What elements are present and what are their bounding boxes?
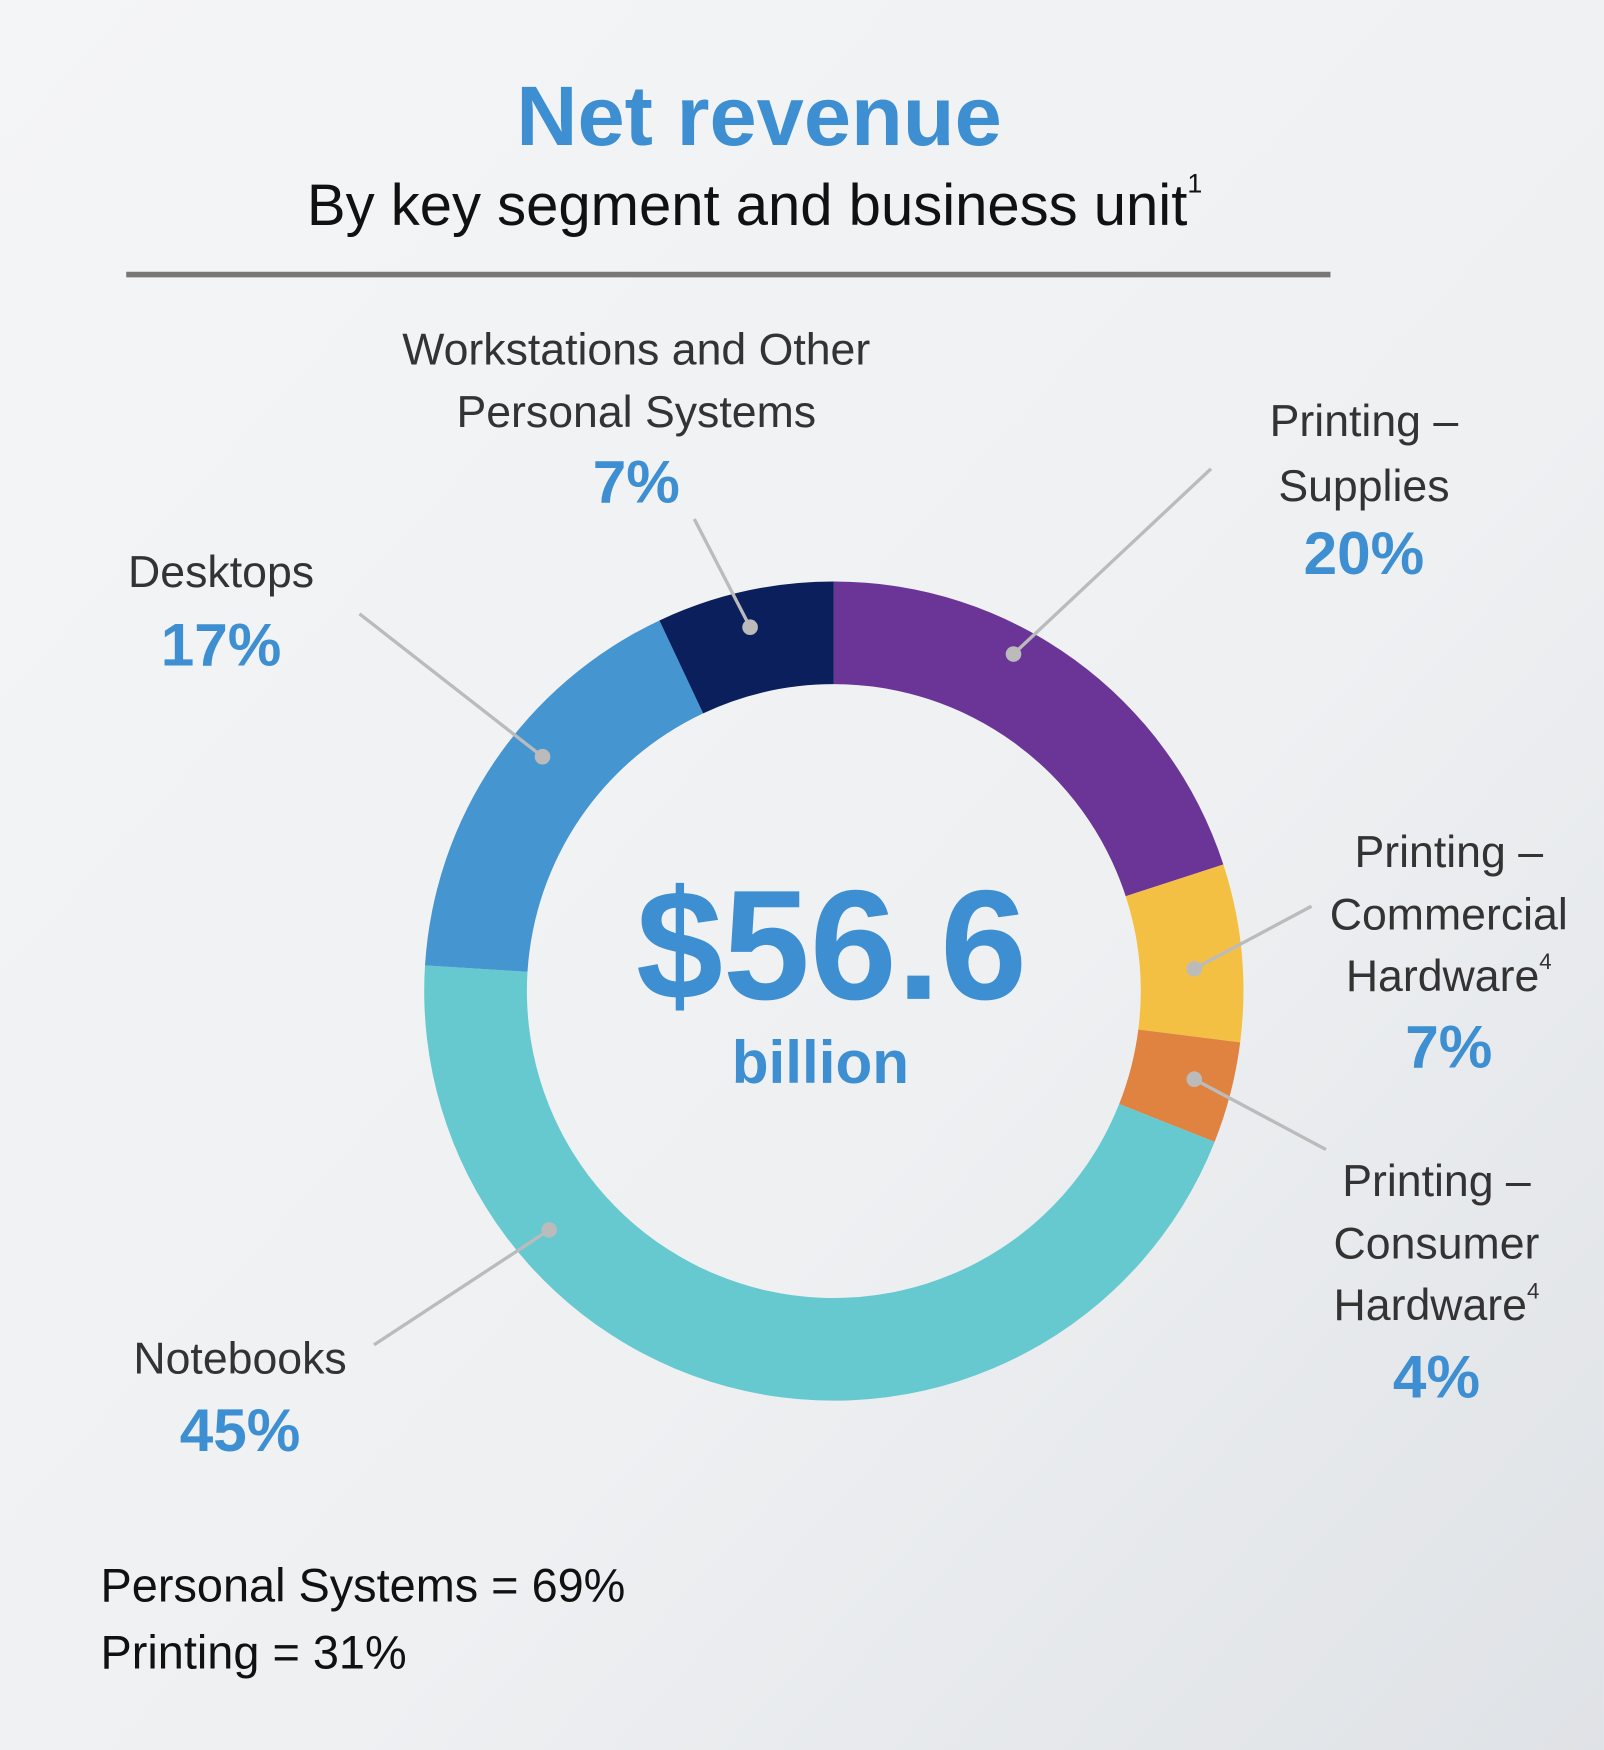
segment-label: Commercial — [1330, 890, 1568, 939]
segment-label: Desktops — [128, 548, 314, 597]
value-label: 7% — [593, 448, 680, 516]
label-text: Printing – — [1354, 828, 1543, 877]
leader-dot — [1186, 1071, 1203, 1088]
donut-segment — [424, 965, 1215, 1401]
chart-subtitle: By key segment and business unit1 — [307, 168, 1202, 238]
label-text: Supplies — [1278, 462, 1449, 511]
donut-segment — [1125, 864, 1244, 1043]
segment-label: Workstations and Other — [402, 325, 870, 374]
label-text: Consumer — [1334, 1219, 1540, 1268]
center-value: $56.6 — [636, 859, 1027, 1033]
subtitle-text: By key segment and business unit — [307, 173, 1187, 238]
label-text: Hardware — [1334, 1281, 1527, 1330]
label-text: Personal Systems — [456, 388, 816, 437]
segment-label: Consumer — [1334, 1219, 1540, 1268]
donut-segment — [425, 620, 704, 972]
note: Printing = 31% — [101, 1627, 407, 1679]
label-text: Workstations and Other — [402, 325, 870, 374]
segment-label: Notebooks — [133, 1334, 346, 1383]
segment-label: Supplies — [1278, 462, 1449, 511]
footnote-mark: 1 — [1187, 168, 1202, 198]
donut-segment — [833, 581, 1224, 897]
value-label: 20% — [1304, 519, 1425, 587]
leader-dot — [541, 1222, 558, 1238]
value-label: 45% — [180, 1396, 301, 1464]
donut-segment — [1119, 1029, 1241, 1142]
leader-dot — [534, 748, 551, 765]
segment-label: Printing – — [1354, 828, 1543, 877]
label-text: Hardware — [1346, 952, 1539, 1001]
segment-label: Printing – — [1342, 1157, 1531, 1206]
chart-title: Net revenue — [516, 68, 1002, 163]
value-label: 7% — [1405, 1012, 1492, 1080]
leader-line — [1193, 1077, 1327, 1152]
center-unit: billion — [732, 1028, 909, 1096]
value-label: 4% — [1393, 1343, 1480, 1411]
segment-label: Hardware4 — [1346, 949, 1552, 1001]
leader-line — [373, 1228, 551, 1347]
label-text: Desktops — [128, 548, 314, 597]
label-text: Printing – — [1270, 397, 1459, 446]
leader-line — [358, 612, 544, 759]
leader-line — [1012, 467, 1213, 656]
segment-label: Printing – — [1270, 397, 1459, 446]
note: Personal Systems = 69% — [101, 1560, 626, 1612]
segment-label: Hardware4 — [1334, 1278, 1540, 1330]
label-text: Printing – — [1342, 1157, 1531, 1206]
value-label: 17% — [161, 610, 282, 678]
leader-dot — [1005, 646, 1022, 662]
leader-dot — [1186, 960, 1203, 977]
leader-line — [692, 518, 752, 628]
donut-segment — [659, 581, 834, 714]
leader-dot — [742, 619, 758, 636]
leader-line — [1193, 904, 1313, 971]
label-text: Notebooks — [133, 1334, 346, 1383]
footnote-mark: 4 — [1527, 1278, 1539, 1303]
segment-label: Personal Systems — [456, 388, 816, 437]
label-text: Commercial — [1330, 890, 1568, 939]
footnote-mark: 4 — [1539, 949, 1551, 974]
